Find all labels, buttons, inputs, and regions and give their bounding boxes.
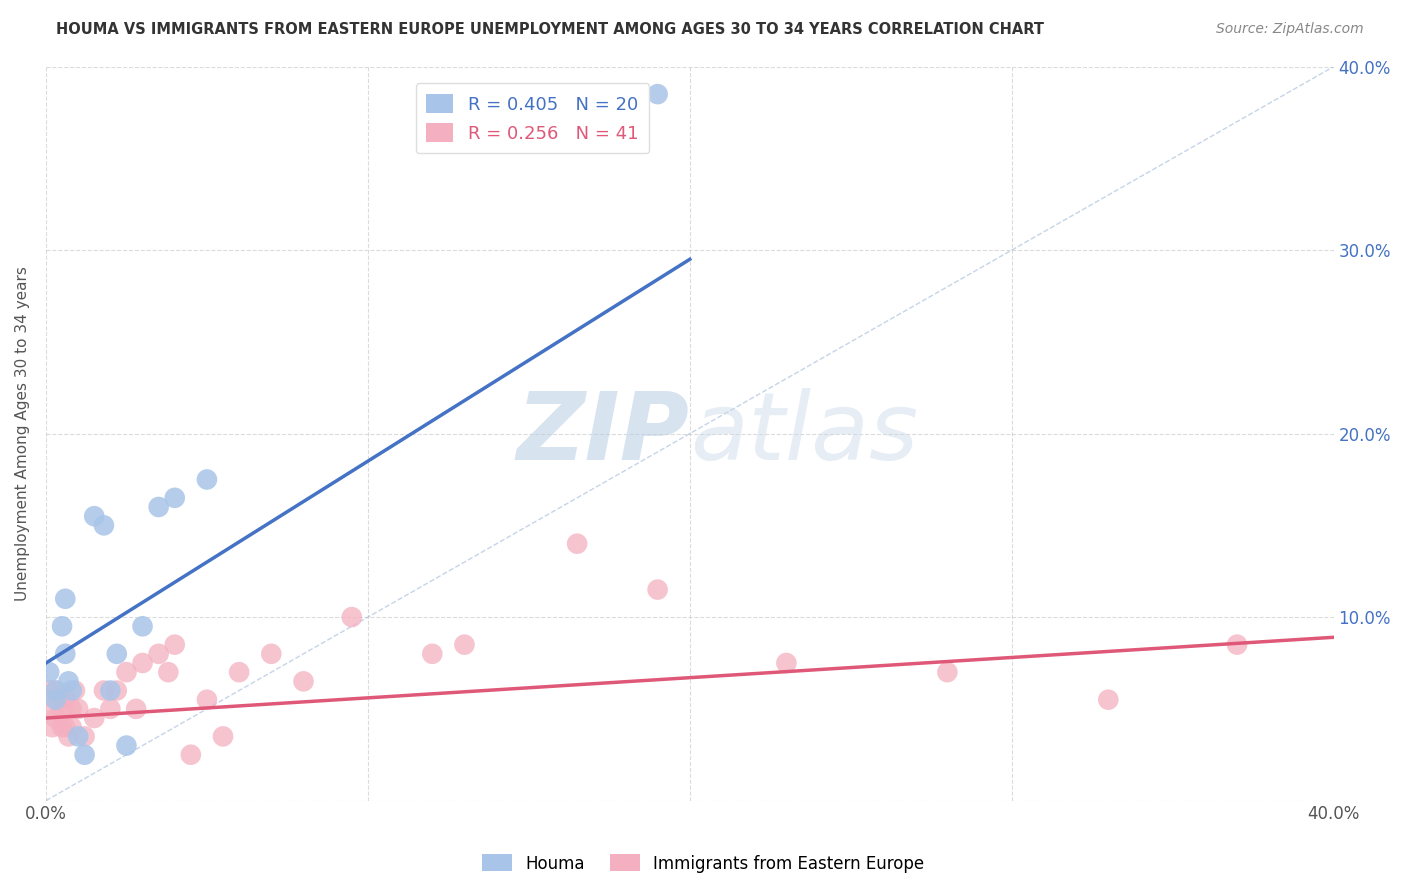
Point	[131, 656, 153, 670]
Point	[60, 720, 83, 734]
Point	[647, 582, 669, 597]
Point	[148, 647, 170, 661]
Point	[58, 730, 80, 744]
Point	[98, 683, 121, 698]
Point	[38, 665, 60, 680]
Point	[53, 720, 76, 734]
Point	[115, 739, 138, 753]
Point	[53, 692, 76, 706]
Point	[83, 711, 105, 725]
Point	[157, 665, 180, 680]
Point	[195, 473, 218, 487]
Point	[60, 683, 83, 698]
Point	[41, 702, 63, 716]
Point	[98, 702, 121, 716]
Point	[60, 702, 83, 716]
Point	[51, 720, 73, 734]
Point	[51, 702, 73, 716]
Point	[45, 692, 67, 706]
Point	[51, 619, 73, 633]
Text: HOUMA VS IMMIGRANTS FROM EASTERN EUROPE UNEMPLOYMENT AMONG AGES 30 TO 34 YEARS C: HOUMA VS IMMIGRANTS FROM EASTERN EUROPE …	[56, 22, 1045, 37]
Point	[93, 683, 115, 698]
Point	[1097, 692, 1119, 706]
Point	[83, 509, 105, 524]
Point	[105, 683, 128, 698]
Point	[453, 638, 475, 652]
Point	[53, 647, 76, 661]
Point	[38, 683, 60, 698]
Point	[775, 656, 797, 670]
Point	[115, 665, 138, 680]
Point	[67, 730, 90, 744]
Legend: Houma, Immigrants from Eastern Europe: Houma, Immigrants from Eastern Europe	[475, 847, 931, 880]
Point	[45, 683, 67, 698]
Text: atlas: atlas	[690, 388, 918, 479]
Point	[53, 591, 76, 606]
Point	[340, 610, 363, 624]
Text: ZIP: ZIP	[517, 388, 690, 480]
Y-axis label: Unemployment Among Ages 30 to 34 years: Unemployment Among Ages 30 to 34 years	[15, 266, 30, 601]
Point	[73, 747, 96, 762]
Point	[292, 674, 315, 689]
Point	[420, 647, 443, 661]
Point	[195, 692, 218, 706]
Point	[260, 647, 283, 661]
Point	[125, 702, 148, 716]
Point	[48, 692, 70, 706]
Point	[148, 500, 170, 514]
Point	[73, 730, 96, 744]
Point	[131, 619, 153, 633]
Point	[41, 720, 63, 734]
Point	[1226, 638, 1249, 652]
Point	[45, 711, 67, 725]
Point	[67, 702, 90, 716]
Legend: R = 0.405   N = 20, R = 0.256   N = 41: R = 0.405 N = 20, R = 0.256 N = 41	[416, 83, 650, 153]
Point	[647, 87, 669, 102]
Point	[212, 730, 235, 744]
Text: Source: ZipAtlas.com: Source: ZipAtlas.com	[1216, 22, 1364, 37]
Point	[565, 537, 588, 551]
Point	[163, 491, 186, 505]
Point	[63, 683, 86, 698]
Point	[936, 665, 959, 680]
Point	[45, 683, 67, 698]
Point	[228, 665, 250, 680]
Point	[163, 638, 186, 652]
Point	[105, 647, 128, 661]
Point	[58, 674, 80, 689]
Point	[180, 747, 202, 762]
Point	[93, 518, 115, 533]
